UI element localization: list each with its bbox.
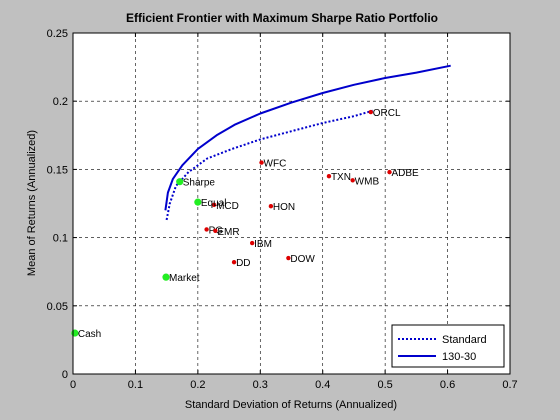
asset-label-ibm: IBM bbox=[254, 239, 272, 250]
series-line-0 bbox=[165, 109, 373, 221]
asset-point-ibm bbox=[249, 240, 255, 246]
asset-label-emr: EMR bbox=[217, 227, 239, 238]
asset-point-dow bbox=[286, 255, 291, 261]
legend-label-130-30: 130-30 bbox=[442, 351, 476, 363]
asset-label-wmb: WMB bbox=[355, 176, 380, 187]
asset-point-wfc bbox=[259, 160, 264, 165]
grid-lines bbox=[73, 33, 510, 374]
x-tick-label: 0.5 bbox=[377, 379, 392, 391]
asset-label-hon: HON bbox=[273, 202, 295, 213]
x-tick-label: 0.4 bbox=[315, 379, 330, 391]
y-tick-label: 0.1 bbox=[53, 233, 68, 245]
y-tick-label: 0 bbox=[62, 369, 68, 381]
asset-point-emr bbox=[213, 228, 218, 233]
benchmark-label-equal: Equal bbox=[201, 198, 227, 209]
x-tick-label: 0.7 bbox=[502, 379, 517, 391]
asset-point-hon bbox=[268, 204, 274, 209]
asset-point-pg bbox=[204, 227, 209, 232]
y-tick-label: 0.05 bbox=[47, 301, 68, 313]
x-axis-label: Standard Deviation of Returns (Annualize… bbox=[185, 399, 397, 411]
plot-area bbox=[73, 33, 510, 374]
chart-title: Efficient Frontier with Maximum Sharpe R… bbox=[126, 11, 438, 25]
benchmark-label-sharpe: Sharpe bbox=[183, 178, 216, 189]
asset-point-orcl bbox=[368, 109, 373, 115]
x-tick-label: 0.1 bbox=[128, 379, 143, 391]
y-tick-label: 0.15 bbox=[47, 164, 68, 176]
x-tick-label: 0.2 bbox=[190, 379, 205, 391]
x-tick-label: 0.6 bbox=[440, 379, 455, 391]
y-tick-label: 0.25 bbox=[47, 28, 68, 40]
benchmark-point-sharpe bbox=[176, 178, 184, 186]
asset-label-mcd: MCD bbox=[216, 201, 239, 212]
asset-point-mcd bbox=[211, 202, 217, 208]
asset-label-adbe: ADBE bbox=[392, 168, 420, 179]
asset-label-dd: DD bbox=[236, 258, 250, 269]
legend-box bbox=[391, 324, 505, 368]
asset-point-txn bbox=[326, 174, 332, 179]
benchmark-point-equal bbox=[194, 198, 202, 206]
x-tick-label: 0.3 bbox=[253, 379, 268, 391]
frontier-lines bbox=[164, 64, 451, 221]
y-axis-label: Mean of Returns (Annualized) bbox=[26, 130, 38, 276]
asset-label-txn: TXN bbox=[331, 172, 351, 183]
x-tick-label: 0 bbox=[70, 379, 76, 391]
legend: Standard 130-30 bbox=[391, 324, 505, 368]
benchmark-point-market bbox=[162, 273, 170, 281]
asset-point-adbe bbox=[387, 169, 392, 175]
asset-label-wfc: WFC bbox=[264, 159, 287, 170]
series-line-1 bbox=[164, 64, 451, 211]
axes: 0 0.1 0.2 0.3 0.4 0.5 0.6 0.7 0 0.05 0.1 0.15 0.2 0.2… bbox=[47, 28, 518, 391]
data-points: ORCLWFCTXNWMBADBEMCDHONPGEMRIBMDDDOWShar… bbox=[71, 108, 419, 340]
asset-label-dow: DOW bbox=[290, 254, 315, 265]
axes-box bbox=[72, 32, 511, 375]
legend-label-standard: Standard bbox=[442, 334, 487, 346]
asset-label-orcl: ORCL bbox=[373, 108, 401, 119]
asset-point-wmb bbox=[350, 178, 355, 183]
y-tick-label: 0.2 bbox=[53, 96, 68, 108]
benchmark-label-cash: Cash bbox=[78, 329, 101, 340]
benchmark-label-market: Market bbox=[169, 273, 200, 284]
asset-point-dd bbox=[231, 259, 237, 265]
